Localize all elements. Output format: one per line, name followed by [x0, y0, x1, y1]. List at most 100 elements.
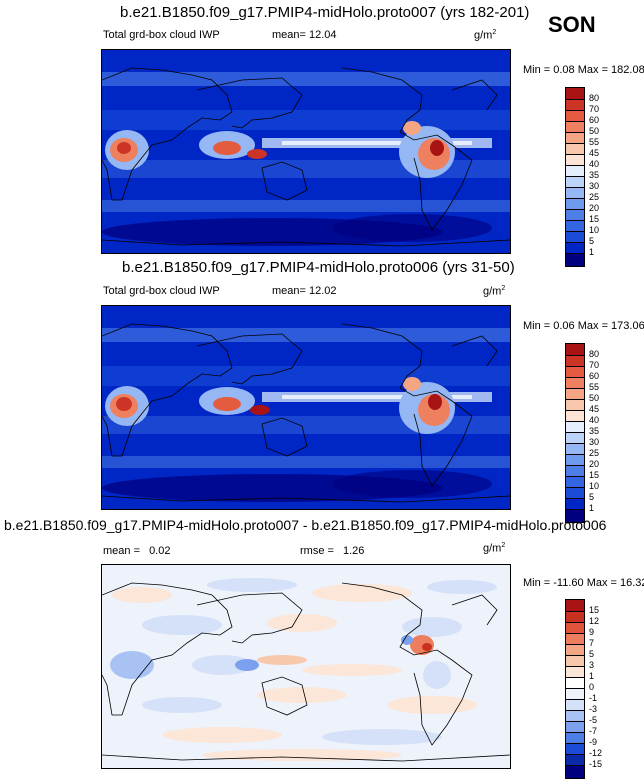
- panel-1-cbox: [566, 166, 584, 177]
- panel-2-level: 30: [589, 437, 600, 447]
- panel-3-level: -1: [589, 693, 598, 703]
- panel-1-level: 10: [589, 225, 600, 235]
- panel-1-level: 40: [589, 159, 600, 169]
- panel-2-cbox: [566, 466, 584, 477]
- panel-2-level: 10: [589, 481, 600, 491]
- panel-2-units: g/m2: [483, 285, 505, 298]
- panel-1-cbox: [566, 221, 584, 232]
- panel-1-cbox: [566, 111, 584, 122]
- panel-3-mean: mean = 0.02: [103, 545, 170, 557]
- panel-1-level: 35: [589, 170, 600, 180]
- panel-2-minmax: Min = 0.06 Max = 173.06: [523, 320, 644, 332]
- panel-3-mean-value: 0.02: [149, 545, 171, 557]
- panel-2-cbox: [566, 444, 584, 455]
- panel-2-level: 20: [589, 459, 600, 469]
- panel-2-cbox: [566, 367, 584, 378]
- panel-1-cbox: [566, 254, 584, 266]
- panel-3-rmse: rmse = 1.26: [300, 545, 364, 557]
- panel-1-cbox: [566, 243, 584, 254]
- panel-1-mean: mean= 12.04: [272, 29, 337, 41]
- panel-3-level: 0: [589, 682, 595, 692]
- panel-2-cbox: [566, 499, 584, 510]
- panel-1-cbox: [566, 155, 584, 166]
- panel-3-map: [101, 564, 511, 769]
- panel-1-level: 55: [589, 137, 600, 147]
- panel-2-level: 25: [589, 448, 600, 458]
- panel-2-cbox: [566, 411, 584, 422]
- panel-1-level: 25: [589, 192, 600, 202]
- panel-1-level: 1: [589, 247, 595, 257]
- panel-3-cbox: [566, 711, 584, 722]
- panel-2-cbox: [566, 356, 584, 367]
- panel-3-cbox: [566, 645, 584, 656]
- panel-2-level: 45: [589, 404, 600, 414]
- panel-3-level: 9: [589, 627, 595, 637]
- panel-3-cbox: [566, 656, 584, 667]
- panel-1-units-base: g/m: [474, 29, 493, 42]
- panel-2-mean: mean= 12.02: [272, 285, 337, 297]
- panel-2-level: 55: [589, 382, 600, 392]
- panel-3-units-base: g/m: [483, 542, 502, 555]
- panel-3-cbox: [566, 678, 584, 689]
- panel-2-units-exp: 2: [501, 285, 506, 292]
- panel-2-level: 70: [589, 360, 600, 370]
- panel-1-level: 30: [589, 181, 600, 191]
- panel-3-cbox: [566, 700, 584, 711]
- panel-3-cbox: [566, 766, 584, 778]
- panel-2-cbox: [566, 344, 584, 356]
- panel-2-cbox: [566, 433, 584, 444]
- panel-1-cbox: [566, 122, 584, 133]
- panel-1-cbox: [566, 199, 584, 210]
- panel-3-rmse-value: 1.26: [343, 545, 365, 557]
- panel-3-level: 12: [589, 616, 600, 626]
- panel-1-cbox: [566, 232, 584, 243]
- panel-1-title: b.e21.B1850.f09_g17.PMIP4-midHolo.proto0…: [120, 4, 530, 21]
- panel-2-cbox: [566, 455, 584, 466]
- panel-1-units-exp: 2: [492, 29, 497, 36]
- panel-1-level: 20: [589, 203, 600, 213]
- panel-3-cbox: [566, 733, 584, 744]
- panel-2-cbox: [566, 477, 584, 488]
- panel-1-cbox: [566, 210, 584, 221]
- panel-3-level: -3: [589, 704, 598, 714]
- panel-3-level: 5: [589, 649, 595, 659]
- panel-3-cbox: [566, 689, 584, 700]
- panel-1-level: 60: [589, 115, 600, 125]
- panel-1-map-svg: [102, 50, 510, 253]
- panel-2-level: 1: [589, 503, 595, 513]
- panel-2-variable: Total grd-box cloud IWP: [103, 285, 220, 297]
- panel-2-title: b.e21.B1850.f09_g17.PMIP4-midHolo.proto0…: [122, 259, 515, 276]
- panel-1-variable: Total grd-box cloud IWP: [103, 29, 220, 41]
- panel-1-level: 45: [589, 148, 600, 158]
- panel-3-cbox: [566, 634, 584, 645]
- panel-3-units: g/m2: [483, 542, 505, 555]
- panel-1-cbox: [566, 133, 584, 144]
- season-label: SON: [548, 12, 596, 37]
- panel-3-cbox: [566, 722, 584, 733]
- panel-2-map-svg: [102, 306, 510, 509]
- panel-1-cbox: [566, 100, 584, 111]
- panel-1-mean-value: 12.04: [309, 29, 337, 41]
- panel-2-cbox: [566, 378, 584, 389]
- panel-3-rmse-label: rmse =: [300, 545, 334, 557]
- panel-1-cbox: [566, 188, 584, 199]
- panel-1-colorbar: [565, 87, 585, 267]
- panel-3-mean-label: mean =: [103, 545, 140, 557]
- panel-1-level: 80: [589, 93, 600, 103]
- panel-2-level: 60: [589, 371, 600, 381]
- panel-1-units: g/m2: [474, 29, 496, 42]
- panel-2-level: 80: [589, 349, 600, 359]
- panel-1-cbox: [566, 144, 584, 155]
- panel-3-level: 7: [589, 638, 595, 648]
- panel-3-level: 1: [589, 671, 595, 681]
- panel-2-mean-label: mean=: [272, 285, 306, 297]
- panel-2-level: 50: [589, 393, 600, 403]
- panel-2-cbox: [566, 510, 584, 522]
- panel-1-map: [101, 49, 511, 254]
- panel-2-colorbar: [565, 343, 585, 523]
- panel-1-level: 5: [589, 236, 595, 246]
- panel-3-title: b.e21.B1850.f09_g17.PMIP4-midHolo.proto0…: [4, 517, 607, 533]
- panel-2-level: 35: [589, 426, 600, 436]
- panel-2-units-base: g/m: [483, 285, 502, 298]
- panel-3-units-exp: 2: [501, 542, 506, 549]
